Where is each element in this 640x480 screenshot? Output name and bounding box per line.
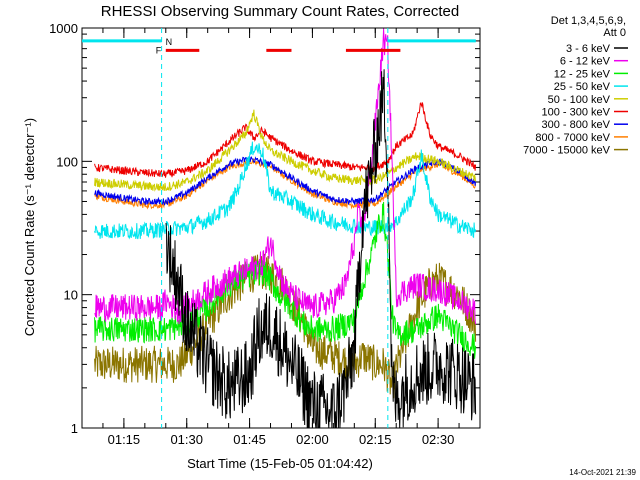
flare-flag-label: F (156, 45, 162, 55)
x-tick-label: 01:15 (108, 432, 141, 447)
timestamp: 14-Oct-2021 21:39 (569, 468, 636, 477)
x-tick-label: 01:30 (170, 432, 203, 447)
y-tick-label: 100 (56, 154, 78, 169)
legend-label: 7000 - 15000 keV (523, 145, 611, 157)
legend-label: 300 - 800 keV (542, 119, 611, 131)
x-tick-label: 02:00 (296, 432, 329, 447)
y-tick-label: 10 (64, 288, 78, 303)
legend-header: Det 1,3,4,5,6,9, (551, 15, 626, 27)
plot-area: 1 10 100 1000 01:15 01:30 01:45 02:00 02:15 02:30… (49, 21, 481, 447)
legend-header: Att 0 (603, 27, 626, 39)
series-line (94, 141, 477, 240)
x-tick-label: 02:30 (422, 432, 455, 447)
legend-label: 800 - 7000 keV (535, 132, 610, 144)
x-axis-label: Start Time (15-Feb-05 01:04:42) (187, 456, 373, 471)
night-flag-label: N (166, 37, 173, 47)
x-tick-label: 02:15 (359, 432, 392, 447)
y-tick-label: 1 (71, 421, 78, 436)
legend-label: 50 - 100 keV (548, 94, 611, 106)
series-line (94, 109, 477, 192)
legend-label: 6 - 12 keV (560, 56, 611, 68)
series-line (94, 155, 477, 206)
legend-label: 100 - 300 keV (542, 107, 611, 119)
plot-frame (81, 27, 481, 429)
chart-title: RHESSI Observing Summary Count Rates, Co… (101, 3, 459, 20)
series-line (165, 69, 477, 428)
legend-label: 25 - 50 keV (554, 81, 611, 93)
legend-label: 3 - 6 keV (566, 43, 611, 55)
y-tick-label: 1000 (49, 21, 78, 36)
legend-label: 12 - 25 keV (554, 68, 611, 80)
series-line (94, 201, 477, 359)
x-tick-label: 01:45 (233, 432, 266, 447)
y-axis-label: Corrected Count Rate (s⁻¹ detector⁻¹) (22, 118, 37, 336)
series-line (94, 102, 477, 178)
series-line (94, 28, 477, 325)
